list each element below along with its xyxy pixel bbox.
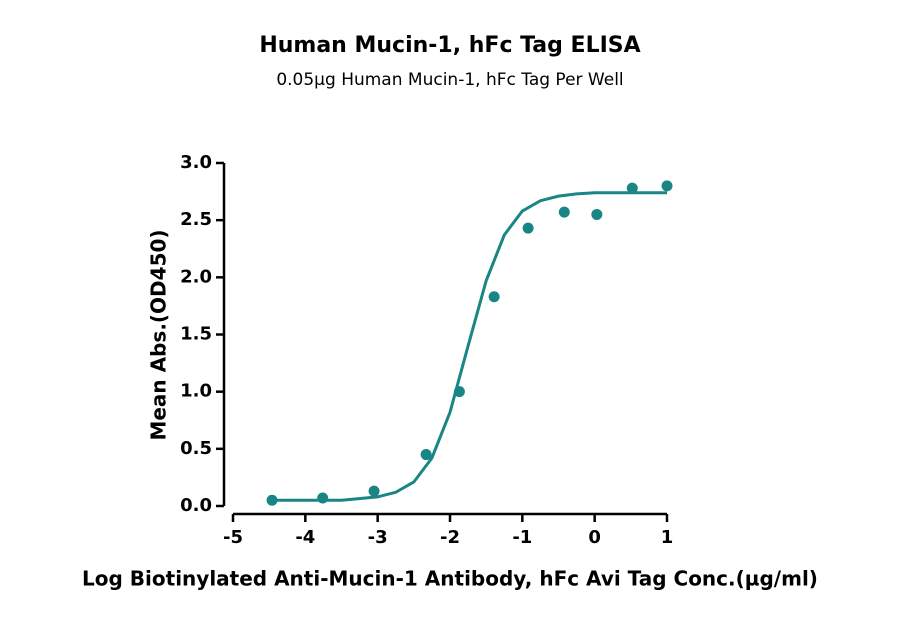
data-point [661, 180, 673, 192]
x-tick-label: -3 [368, 527, 388, 548]
data-point [591, 208, 603, 220]
y-tick-label: 1.5 [180, 324, 212, 345]
y-tick-label: 0.0 [180, 495, 212, 516]
y-axis-label: Mean Abs.(OD450) [147, 229, 171, 440]
x-tick-label: 0 [588, 527, 601, 548]
x-tick-label: -1 [512, 527, 532, 548]
chart-title: Human Mucin-1, hFc Tag ELISA [259, 33, 640, 58]
data-point [488, 291, 500, 303]
y-tick-label: 2.5 [180, 209, 212, 230]
data-point [420, 449, 432, 461]
data-point [368, 485, 380, 497]
data-point [522, 222, 534, 234]
data-point [558, 206, 570, 218]
y-tick-label: 3.0 [180, 152, 212, 173]
x-axis-label: Log Biotinylated Anti-Mucin-1 Antibody, … [82, 567, 818, 591]
x-tick-label: -2 [440, 527, 460, 548]
chart-subtitle: 0.05µg Human Mucin-1, hFc Tag Per Well [276, 70, 623, 90]
fit-curve [269, 191, 667, 502]
y-tick-label: 2.0 [180, 266, 212, 287]
x-tick-label: 1 [661, 527, 674, 548]
data-point [626, 182, 638, 194]
x-tick-label: -4 [295, 527, 315, 548]
y-tick-label: 1.0 [180, 381, 212, 402]
y-tick-label: 0.5 [180, 438, 212, 459]
x-tick-label: -5 [223, 527, 243, 548]
data-point [317, 492, 329, 504]
